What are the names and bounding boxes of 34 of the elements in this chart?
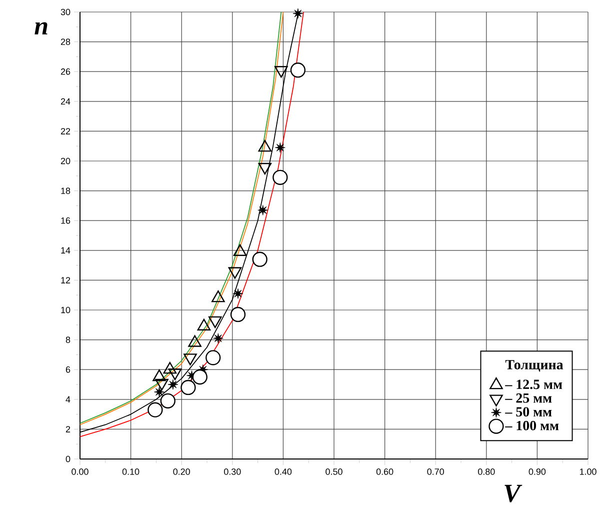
y-tick-label: 4 [66,396,70,402]
y-tick-label: 14 [61,247,70,254]
x-axis-title: V [504,484,522,502]
x-tick-label: 0.90 [528,468,546,475]
y-tick-label: 6 [66,366,70,373]
x-tick-label: 0.70 [427,468,444,475]
x-tick-label: 0.60 [376,468,394,475]
x-tick-label: 0.00 [72,468,88,475]
x-tick-label: 0.80 [478,468,495,475]
y-tick-label: 0 [66,456,70,462]
y-tick-label: 16 [61,217,70,224]
y-tick-label: 12 [61,277,70,284]
y-tick-label: 22 [60,128,70,134]
legend-label: – 25 мм [505,393,552,403]
x-tick-label: 0.20 [173,468,190,475]
x-tick-label: 0.10 [122,468,140,475]
x-tick-label: 0.40 [274,468,292,475]
y-tick-label: 10 [61,306,70,314]
y-tick-label: 2 [66,426,70,432]
y-tick-label: 30 [60,8,70,16]
x-tick-label: 0.30 [224,468,241,475]
legend-label: – 50 мм [505,407,552,417]
y-tick-label: 24 [60,98,70,105]
y-tick-label: 18 [61,188,70,194]
y-tick-label: 20 [60,158,70,164]
legend-title: Толщина [505,360,564,372]
y-axis-title: n [34,22,48,34]
y-tick-label: 28 [60,38,70,45]
x-tick-label: 1.00 [580,468,596,475]
x-tick-label: 0.50 [326,468,342,475]
y-tick-label: 26 [60,68,70,75]
legend-label: – 100 мм [505,420,559,430]
y-tick-label: 8 [66,336,70,343]
legend-label: – 12.5 мм [505,380,562,390]
